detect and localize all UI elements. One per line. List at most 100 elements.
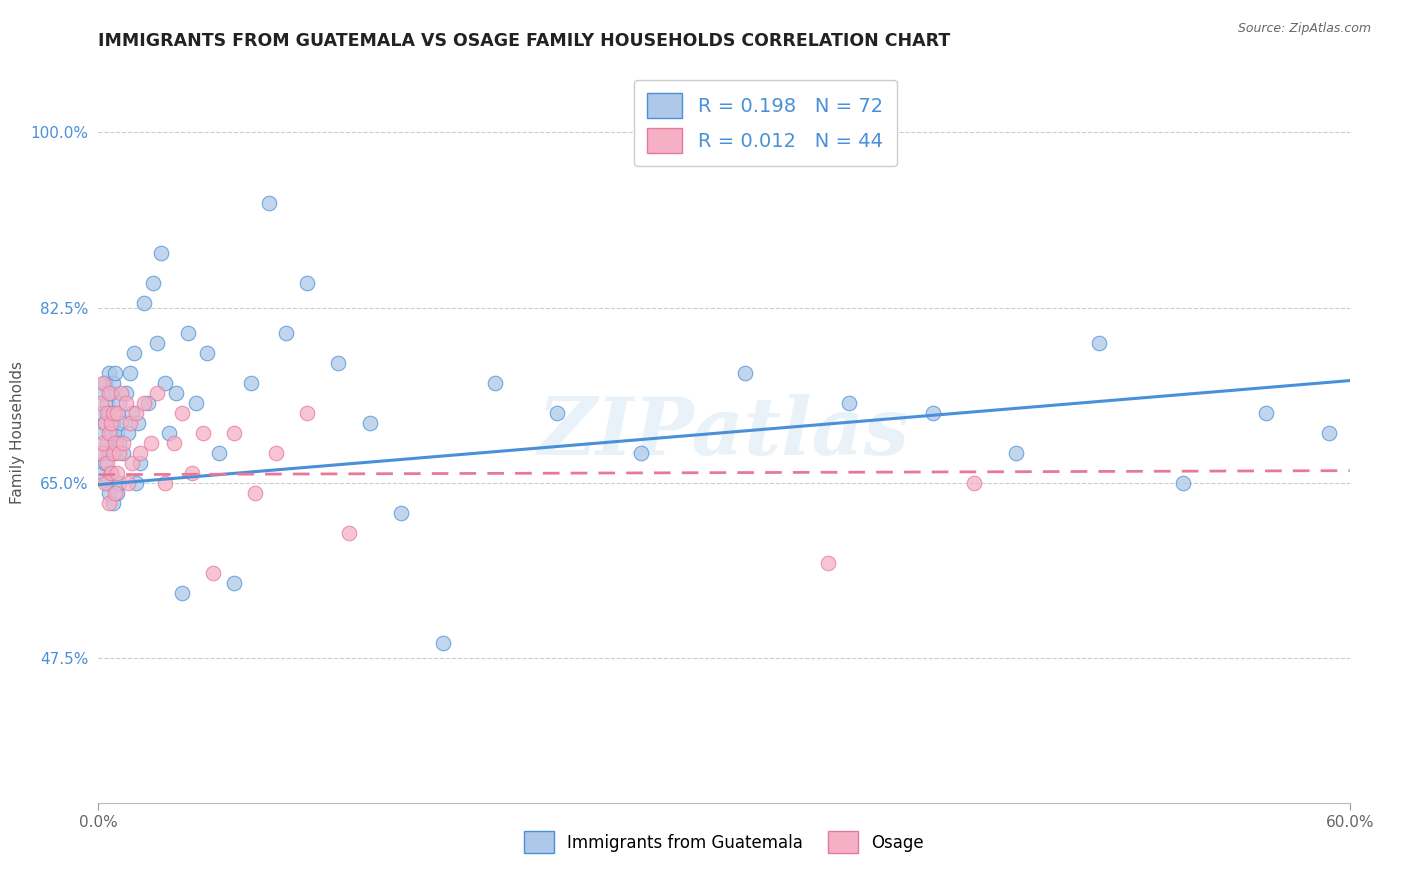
Point [157,425,180,440]
Point [101,445,124,459]
Point [110,416,132,430]
Point [125,406,148,420]
Point [91,385,114,400]
Point [630,445,652,459]
Point [108,445,131,459]
Point [100,466,122,480]
Point [89,445,111,459]
Point [108,435,131,450]
Point [177,326,200,340]
Point [734,366,756,380]
Point [259,195,281,210]
Point [105,466,128,480]
Point [112,445,135,459]
Point [138,395,160,409]
Point [96,435,118,450]
Point [97,406,120,420]
Point [91,435,114,450]
Point [1256,406,1278,420]
Point [150,245,173,260]
Point [186,395,208,409]
Point [1005,445,1028,459]
Y-axis label: Family Households: Family Households [10,361,25,504]
Point [97,485,120,500]
Point [105,485,128,500]
Point [104,406,127,420]
Point [105,406,128,420]
Point [389,506,412,520]
Text: IMMIGRANTS FROM GUATEMALA VS OSAGE FAMILY HOUSEHOLDS CORRELATION CHART: IMMIGRANTS FROM GUATEMALA VS OSAGE FAMIL… [98,32,950,50]
Point [264,445,287,459]
Point [96,456,118,470]
Point [328,355,350,369]
Point [817,556,839,570]
Point [105,425,128,440]
Point [93,475,115,490]
Point [96,395,118,409]
Point [108,475,131,490]
Point [97,385,120,400]
Point [93,456,115,470]
Point [96,406,118,420]
Point [104,445,127,459]
Point [104,366,127,380]
Point [100,385,122,400]
Point [93,376,115,390]
Point [208,445,231,459]
Point [129,445,152,459]
Point [101,406,124,420]
Point [125,475,148,490]
Point [274,326,298,340]
Point [134,295,156,310]
Point [432,636,454,650]
Point [170,406,193,420]
Point [93,416,115,430]
Point [153,475,176,490]
Point [165,385,187,400]
Point [108,395,131,409]
Point [191,425,214,440]
Point [963,475,986,490]
Point [93,416,115,430]
Text: Source: ZipAtlas.com: Source: ZipAtlas.com [1237,22,1371,36]
Point [118,416,141,430]
Point [1088,335,1111,350]
Point [100,416,122,430]
Point [121,406,143,420]
Point [239,376,262,390]
Legend: Immigrants from Guatemala, Osage: Immigrants from Guatemala, Osage [516,823,932,861]
Point [127,416,149,430]
Point [129,456,152,470]
Point [139,435,162,450]
Point [114,385,136,400]
Point [146,335,169,350]
Point [104,435,127,450]
Point [202,566,225,580]
Point [222,575,245,590]
Point [110,385,132,400]
Point [97,366,120,380]
Point [117,425,139,440]
Point [96,475,118,490]
Point [337,525,360,540]
Point [104,485,127,500]
Point [91,376,114,390]
Point [89,445,111,459]
Point [121,456,143,470]
Point [122,345,145,359]
Point [359,416,381,430]
Point [118,366,141,380]
Point [181,466,204,480]
Point [153,376,176,390]
Point [100,425,122,440]
Point [1171,475,1194,490]
Point [117,475,139,490]
Point [243,485,266,500]
Point [838,395,860,409]
Point [114,395,136,409]
Point [484,376,506,390]
Point [162,435,184,450]
Point [142,276,165,290]
Point [91,466,114,480]
Point [91,425,114,440]
